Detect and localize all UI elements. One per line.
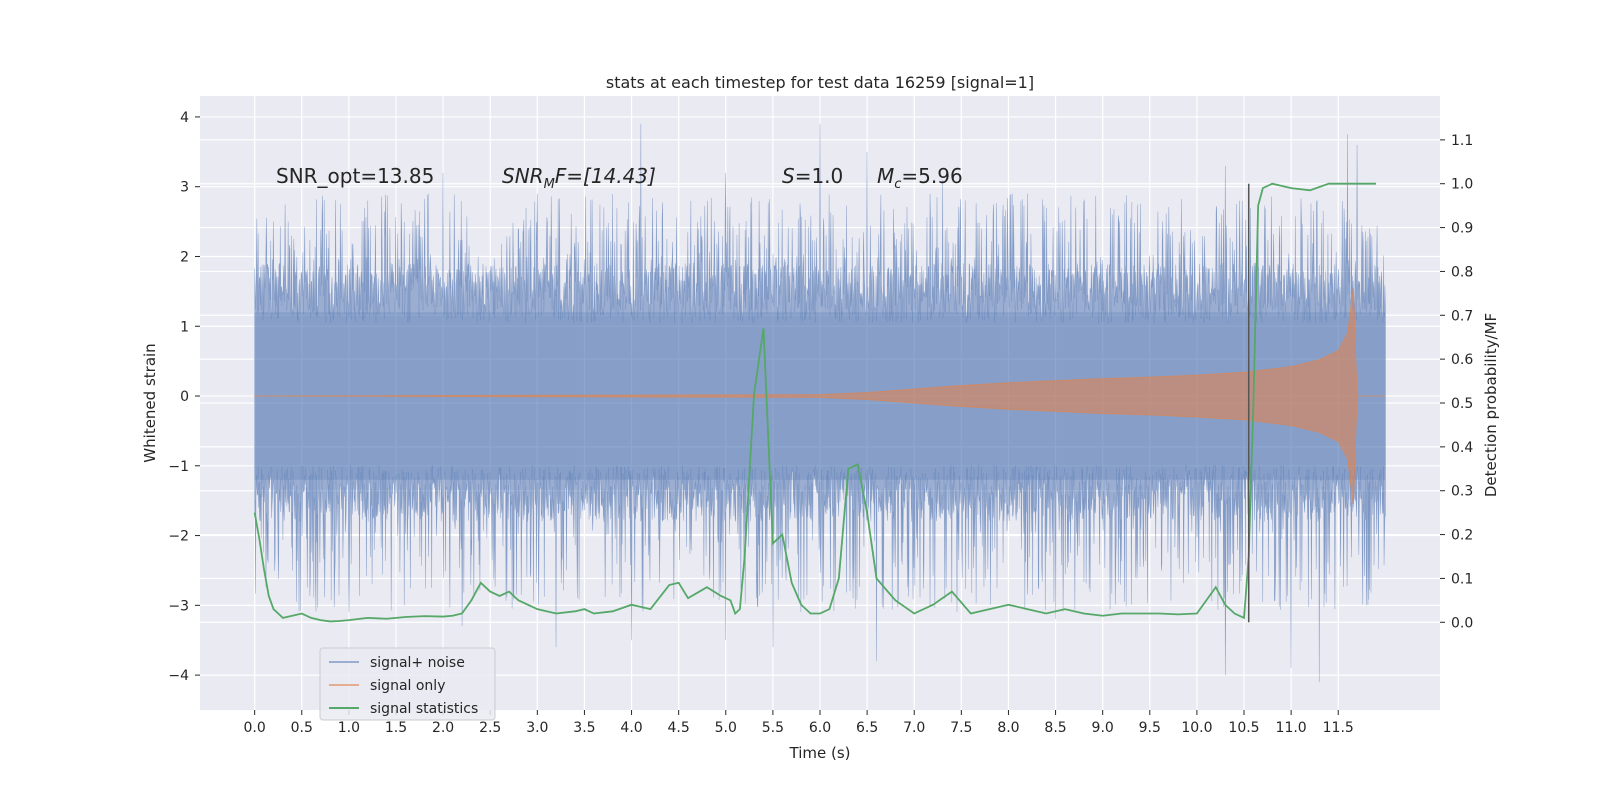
y-right-tick-label: 1.0 <box>1451 177 1473 193</box>
y-left-tick-label: −1 <box>168 459 189 475</box>
annotation-snr-opt: SNR_opt=13.85 <box>276 164 434 188</box>
legend-label-signal-only: signal only <box>370 678 445 694</box>
y-axis-right-label: Detection probability/MF <box>1482 313 1500 497</box>
x-tick-label: 0.0 <box>244 720 266 736</box>
y-axis-left-ticks: 4 3 2 1 0 −1 −2 −3 −4 <box>168 110 200 684</box>
annotation-mc: Mc=5.96 <box>877 164 963 192</box>
chart-title: stats at each timestep for test data 162… <box>606 73 1034 92</box>
y-left-tick-label: −2 <box>168 529 189 545</box>
y-right-tick-label: 0.2 <box>1451 528 1473 544</box>
x-tick-label: 11.5 <box>1323 720 1354 736</box>
y-left-tick-label: −3 <box>168 598 189 614</box>
legend-box <box>319 647 496 721</box>
x-tick-label: 7.5 <box>950 720 972 736</box>
y-left-tick-label: 1 <box>180 319 189 335</box>
s-variable: S <box>782 164 795 188</box>
x-tick-label: 1.5 <box>385 720 407 736</box>
x-tick-label: 10.5 <box>1228 720 1259 736</box>
y-right-tick-label: 0.5 <box>1451 396 1473 412</box>
mc-value: =5.96 <box>901 164 962 188</box>
x-tick-label: 7.0 <box>903 720 925 736</box>
x-tick-label: 5.5 <box>762 720 784 736</box>
x-tick-label: 1.0 <box>338 720 360 736</box>
x-tick-label: 6.5 <box>856 720 878 736</box>
s-value: =1.0 <box>795 164 844 188</box>
x-tick-label: 10.0 <box>1181 720 1212 736</box>
legend-label-signal-statistics: signal statistics <box>370 701 478 717</box>
signal-noise-area <box>254 123 1386 683</box>
y-right-tick-label: 0.7 <box>1451 308 1473 324</box>
x-tick-label: 4.5 <box>668 720 690 736</box>
annotation-snr-mf: SNRMF=[14.43] <box>502 164 656 192</box>
x-tick-label: 6.0 <box>809 720 831 736</box>
y-right-tick-label: 0.1 <box>1451 571 1473 587</box>
y-right-tick-label: 0.4 <box>1451 440 1473 456</box>
x-tick-label: 8.0 <box>997 720 1019 736</box>
x-tick-label: 8.5 <box>1044 720 1066 736</box>
legend-label-signal-noise: signal+ noise <box>370 655 465 671</box>
mc-variable: M <box>877 164 894 188</box>
x-tick-label: 3.0 <box>526 720 548 736</box>
x-tick-label: 9.0 <box>1092 720 1114 736</box>
y-left-tick-label: 4 <box>180 110 189 126</box>
x-tick-label: 9.5 <box>1139 720 1161 736</box>
y-left-tick-label: −4 <box>168 668 189 684</box>
signal-statistics-series <box>253 182 1376 623</box>
y-right-tick-label: 1.1 <box>1451 133 1473 149</box>
y-right-tick-label: 0.8 <box>1451 264 1473 280</box>
x-axis-label: Time (s) <box>789 744 851 762</box>
y-right-tick-label: 0.6 <box>1451 352 1473 368</box>
x-axis-ticks: 0.0 0.5 1.0 1.5 2.0 2.5 3.0 3.5 4.0 4.5 5.0 5.5 6.0 6… <box>244 710 1354 736</box>
y-left-tick-label: 3 <box>180 180 189 196</box>
y-left-tick-label: 0 <box>180 389 189 405</box>
x-tick-label: 2.0 <box>432 720 454 736</box>
y-axis-right-ticks: 0.0 0.1 0.2 0.3 0.4 0.5 0.6 0.7 0.8 0.9 1.0 1.1 <box>1440 133 1473 631</box>
x-tick-label: 11.0 <box>1276 720 1307 736</box>
x-tick-label: 2.5 <box>479 720 501 736</box>
annotation-s: S=1.0 <box>782 164 843 188</box>
y-right-tick-label: 0.0 <box>1451 615 1473 631</box>
mc-subscript: c <box>894 177 901 192</box>
snr-mf-suffix: F=[14.43] <box>555 164 656 188</box>
x-tick-label: 3.5 <box>573 720 595 736</box>
x-tick-label: 4.0 <box>620 720 642 736</box>
x-tick-label: 5.0 <box>715 720 737 736</box>
snr-mf-subscript: M <box>544 177 555 192</box>
signal-only-series <box>254 287 1386 505</box>
y-left-tick-label: 2 <box>180 249 189 265</box>
signal-statistics-line <box>253 182 1376 623</box>
y-right-tick-label: 0.9 <box>1451 221 1473 237</box>
snr-mf-prefix: SNR <box>502 164 544 188</box>
x-tick-label: 0.5 <box>291 720 313 736</box>
y-right-tick-label: 0.3 <box>1451 484 1473 500</box>
signal-only-area <box>254 287 1386 505</box>
y-axis-left-label: Whitened strain <box>141 343 159 462</box>
legend: signal+ noise signal only signal statist… <box>319 647 496 721</box>
